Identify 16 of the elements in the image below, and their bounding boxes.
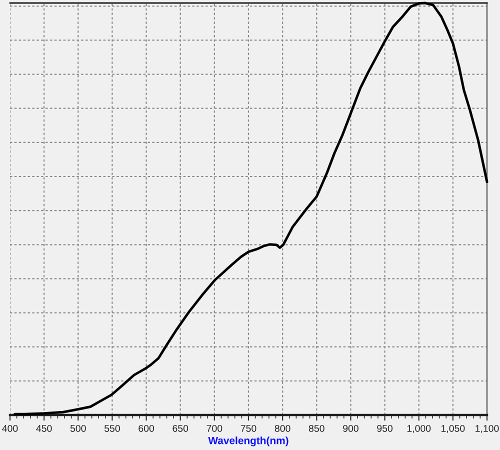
x-tick-label: 400	[2, 424, 18, 432]
x-tick-label: 1,100	[476, 424, 499, 434]
x-tick-label: 900	[343, 424, 358, 432]
x-tick-label: 600	[138, 424, 154, 432]
x-tick-label: 800	[274, 424, 290, 432]
x-tick-label: 1,000	[407, 424, 431, 434]
x-tick-label: 850	[308, 424, 324, 432]
x-tick-label: 550	[104, 424, 120, 432]
x-tick-label: 700	[206, 424, 222, 432]
x-tick-label: 450	[36, 424, 52, 432]
x-tick-label: 750	[240, 424, 256, 432]
x-tick-label: 1,050	[442, 424, 465, 434]
x-axis-title: Wavelength(nm)	[208, 436, 288, 446]
x-tick-label: 500	[70, 424, 86, 432]
x-tick-label: 950	[377, 424, 393, 432]
x-tick-label: 650	[172, 424, 188, 432]
